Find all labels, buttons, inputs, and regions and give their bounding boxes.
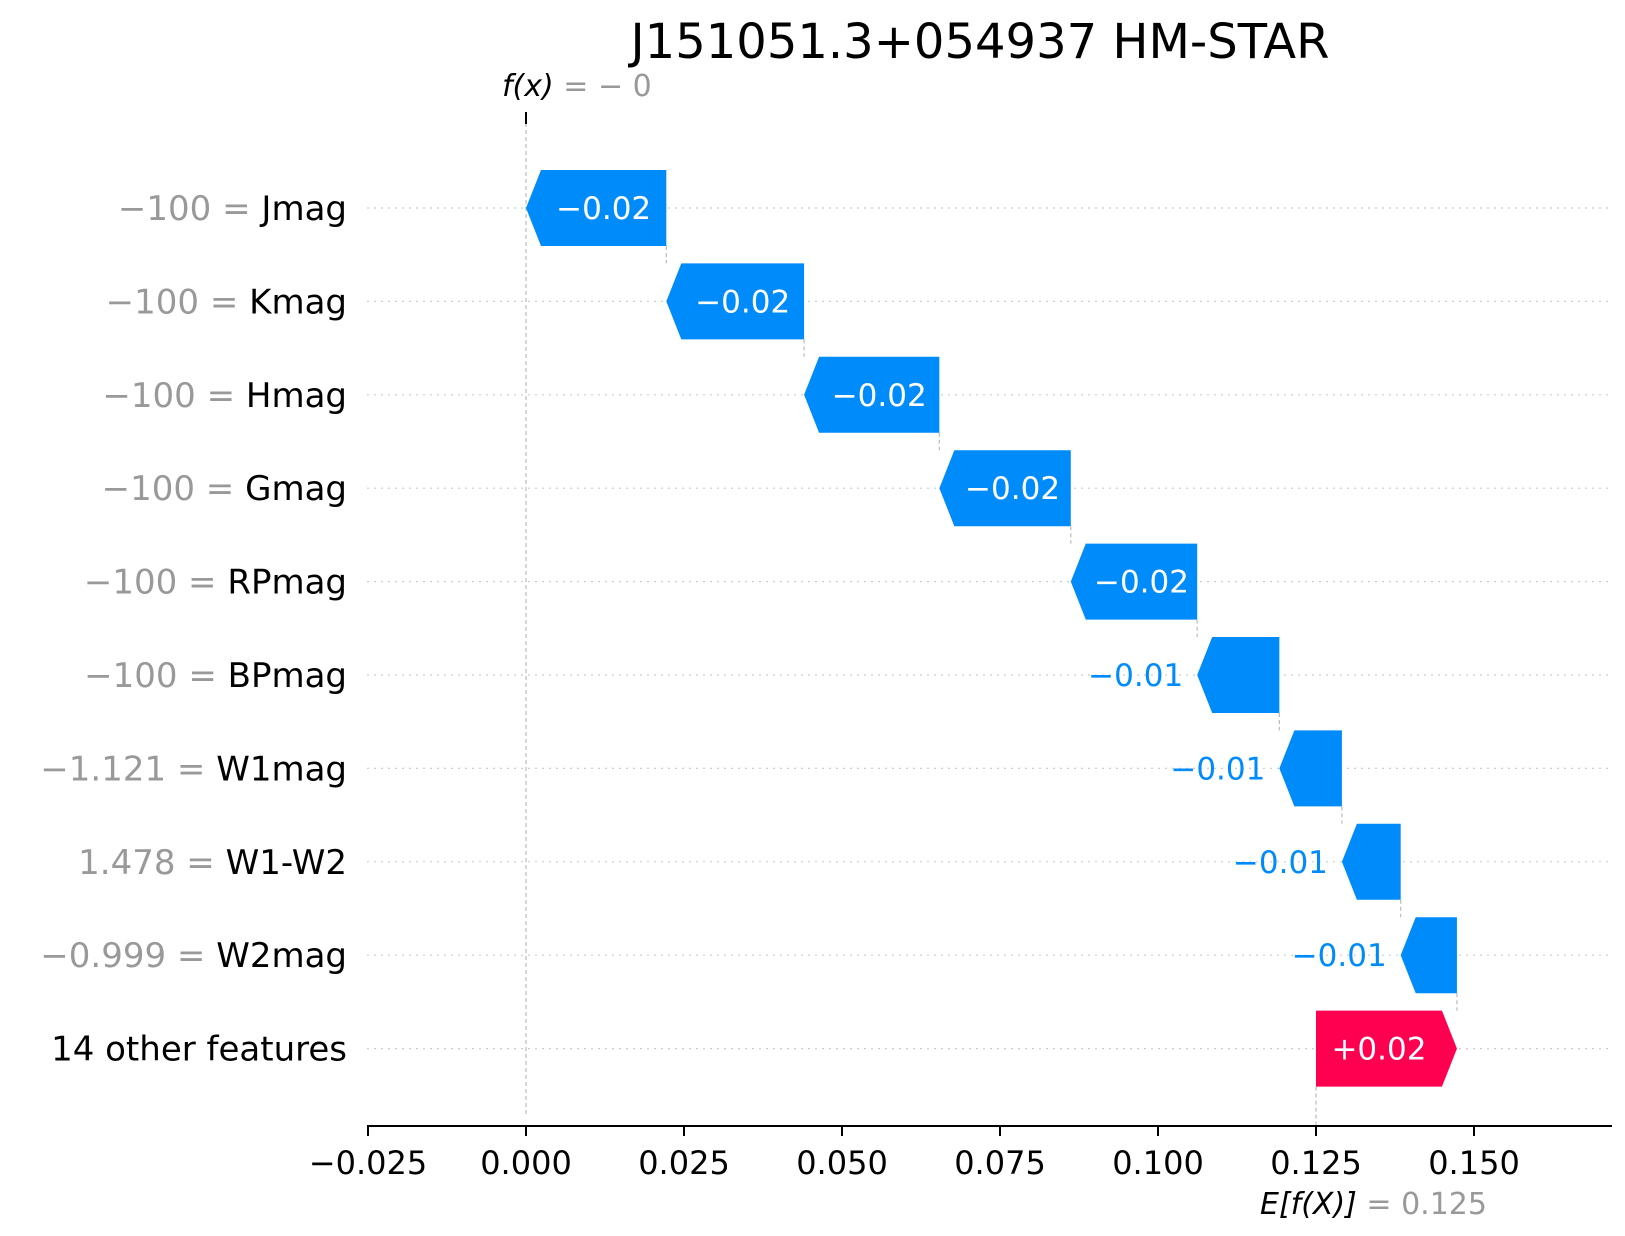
feature-label: −100 = Hmag	[102, 376, 347, 416]
bar-value-label: −0.01	[1170, 751, 1265, 787]
bar-jmag	[526, 170, 667, 246]
feature-label: −100 = Jmag	[118, 189, 347, 229]
feature-label: 14 other features	[51, 1030, 347, 1070]
feature-name: RPmag	[227, 563, 347, 603]
feature-label: −0.999 = W2mag	[40, 936, 347, 976]
base-annotation: E[f(X)] = 0.125	[1260, 1187, 1487, 1222]
feature-value: −100 =	[106, 282, 250, 322]
feature-name: Kmag	[249, 282, 347, 322]
x-tick-label: 0.025	[638, 1144, 730, 1182]
bar-value-label: −0.02	[832, 378, 927, 414]
bar-w1mag	[1279, 730, 1342, 807]
feature-value: 1.478 =	[78, 843, 225, 883]
feature-name: Hmag	[246, 376, 347, 416]
feature-label: −100 = BPmag	[84, 656, 347, 696]
feature-name: 14 other features	[51, 1030, 347, 1070]
bar-w2mag	[1400, 917, 1457, 994]
chart-title: J151051.3+054937 HM-STAR	[628, 14, 1330, 70]
feature-value: −100 =	[84, 656, 228, 696]
feature-value: −100 =	[118, 189, 262, 229]
x-tick-label: 0.050	[796, 1144, 888, 1182]
bar-value-label: +0.02	[1331, 1032, 1426, 1068]
base-value: = 0.125	[1366, 1187, 1487, 1222]
feature-value: −100 =	[84, 563, 228, 603]
x-tick-label: 0.125	[1270, 1144, 1362, 1182]
feature-label: −1.121 = W1mag	[40, 749, 347, 789]
feature-value: −100 =	[102, 376, 246, 416]
feature-label: −100 = RPmag	[84, 563, 347, 603]
bar-rpmag	[1070, 543, 1198, 620]
bar-value-label: −0.01	[1088, 658, 1183, 694]
feature-value: −100 =	[102, 469, 246, 509]
bar-gmag	[939, 450, 1071, 527]
feature-name: BPmag	[228, 656, 347, 696]
plot-area: −0.02 −100 = Jmag −0.02 −100 = Kmag −0.02 −10…	[40, 69, 1612, 1222]
bar-kmag	[666, 263, 805, 340]
fx-annotation: f(x) = − 0	[502, 69, 652, 104]
feature-label: −100 = Gmag	[102, 469, 347, 509]
feature-value: −0.999 =	[40, 936, 216, 976]
x-tick-label: 0.100	[1112, 1144, 1204, 1182]
bar-value-label: −0.02	[556, 191, 651, 227]
x-tick-label: 0.075	[954, 1144, 1046, 1182]
bar-14-other-features	[1316, 1010, 1457, 1087]
x-tick-label: 0.150	[1428, 1144, 1520, 1182]
x-tick-label: −0.025	[309, 1144, 427, 1182]
feature-name: W1-W2	[226, 843, 347, 883]
bar-hmag	[804, 356, 940, 433]
feature-value: −1.121 =	[40, 749, 216, 789]
feature-name: W2mag	[216, 936, 347, 976]
x-tick-label: 0.000	[480, 1144, 572, 1182]
bar-value-label: −0.01	[1233, 845, 1328, 881]
feature-name: Gmag	[245, 469, 347, 509]
bar-value-label: −0.02	[965, 471, 1060, 507]
bar-bpmag	[1197, 637, 1280, 713]
bar-value-label: −0.01	[1292, 938, 1387, 974]
fx-label: f(x)	[502, 69, 563, 104]
feature-name: W1mag	[216, 749, 347, 789]
bar-value-label: −0.02	[695, 284, 790, 320]
base-label: E[f(X)]	[1260, 1187, 1366, 1222]
feature-label: −100 = Kmag	[106, 282, 347, 322]
feature-name: Jmag	[259, 189, 347, 229]
fx-value: = − 0	[563, 69, 651, 104]
feature-label: 1.478 = W1-W2	[78, 843, 347, 883]
bar-value-label: −0.02	[1094, 565, 1189, 601]
bar-w1-w2	[1341, 823, 1401, 900]
